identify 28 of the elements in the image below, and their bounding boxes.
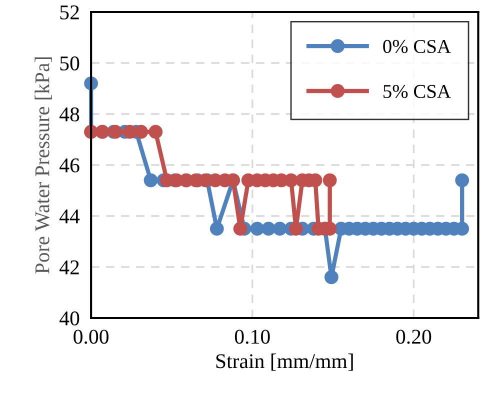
y-tick-label: 48 (60, 107, 80, 122)
point (148, 124, 163, 139)
y-tick-label: 40 (60, 311, 80, 326)
x-tick-label: 0.00 (74, 330, 109, 344)
point (233, 222, 248, 236)
y-tick-label: 50 (60, 56, 80, 70)
x-tick-label: 0.10 (234, 330, 270, 344)
point (210, 222, 224, 236)
point (272, 222, 287, 236)
point (250, 222, 264, 236)
y-axis-title: Pore Water Pressure [kPa] (34, 57, 52, 274)
point (324, 270, 338, 284)
point (289, 222, 303, 236)
x-axis-title: Strain [mm/mm] (216, 354, 353, 371)
y-tick-label: 42 (60, 260, 79, 274)
point (322, 173, 337, 188)
point (122, 124, 137, 139)
point (455, 173, 470, 188)
legend-label: 5% CSA (384, 84, 451, 98)
legend-label: 0% CSA (383, 40, 451, 54)
y-tick-label: 52 (60, 5, 79, 20)
point (284, 173, 298, 188)
y-tick-label: 46 (60, 158, 80, 172)
point (144, 173, 158, 188)
y-tick-label: 44 (60, 210, 80, 224)
point (134, 124, 148, 139)
x-tick-label: 0.20 (396, 330, 432, 344)
point (262, 222, 276, 236)
